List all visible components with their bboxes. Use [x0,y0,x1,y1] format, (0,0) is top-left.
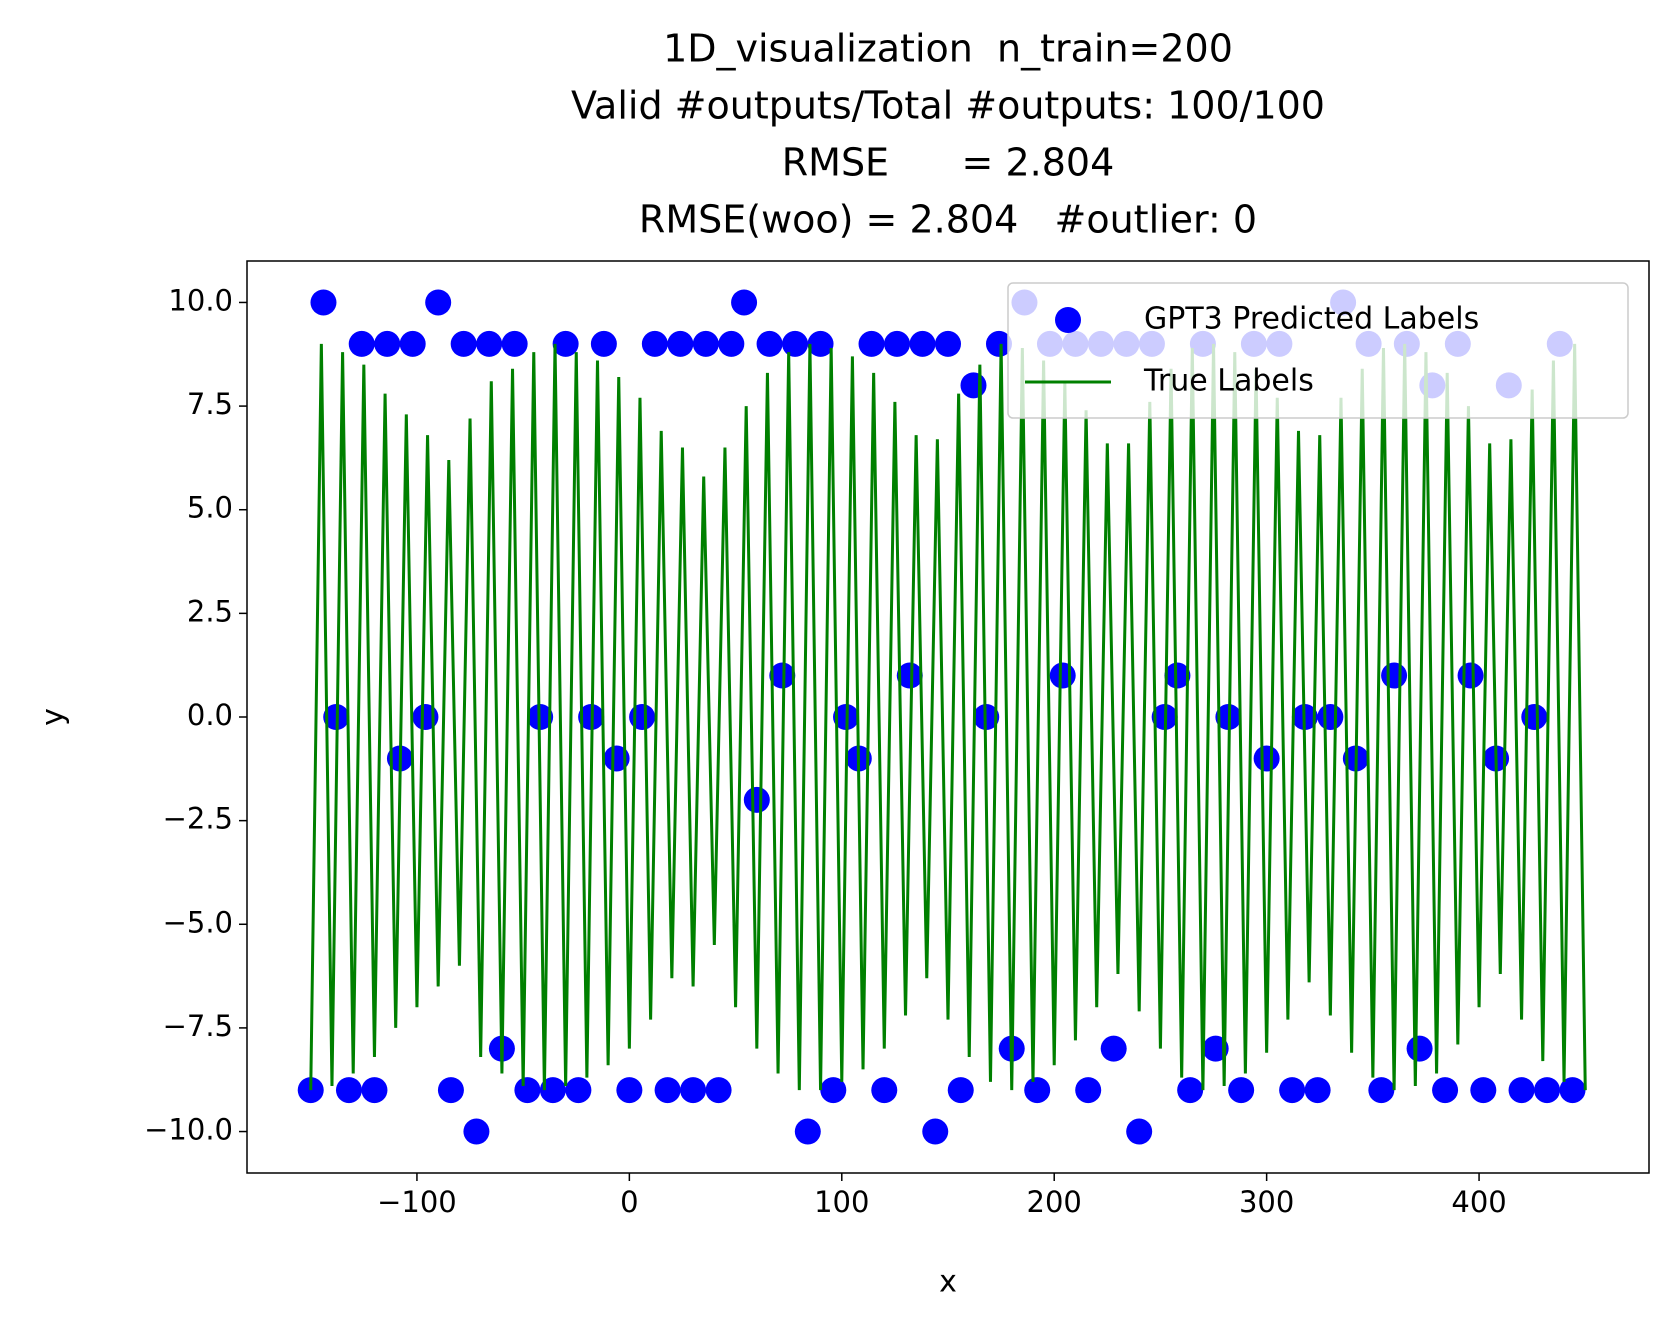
scatter-point [960,372,987,399]
x-tick-label: 400 [1451,1185,1506,1219]
scatter-point [1024,1077,1051,1104]
scatter-point [463,1118,490,1145]
scatter-point [399,330,426,357]
scatter-point [871,1077,898,1104]
y-tick-label: 2.5 [187,594,233,628]
scatter-point [1164,662,1191,689]
scatter-point [1534,1077,1561,1104]
scatter-point [616,1077,643,1104]
scatter-point [985,330,1012,357]
scatter-point [718,330,745,357]
scatter-point [1279,1077,1306,1104]
scatter-point [501,330,528,357]
scatter-point [603,745,630,772]
scatter-point [552,330,579,357]
scatter-point [590,330,617,357]
scatter-point [565,1077,592,1104]
scatter-point [1457,662,1484,689]
x-tick-label: 200 [1027,1185,1082,1219]
legend-symbol [1055,307,1081,333]
scatter-point [654,1077,681,1104]
scatter-point [820,1077,847,1104]
scatter-point [1100,1035,1127,1062]
y-tick-label: −2.5 [163,802,233,836]
scatter-point [858,330,885,357]
chart-subtitle: Valid #outputs/Total #outputs: 100/100 [571,84,1325,128]
scatter-point [756,330,783,357]
scatter-point [1432,1077,1459,1104]
y-axis-label: y [36,708,71,726]
scatter-point [1381,662,1408,689]
scatter-point [374,330,401,357]
legend: GPT3 Predicted Labels True Labels [1007,282,1629,419]
y-tick-label: −10.0 [144,1113,233,1147]
scatter-point [629,704,656,730]
scatter-point [922,1118,949,1145]
chart-title: 1D_visualization n_train=200 [663,27,1233,71]
y-tick-label: −7.5 [163,1009,233,1043]
scatter-point [310,289,337,316]
scatter-point [667,330,694,357]
scatter-point [514,1077,541,1104]
x-tick-label: 100 [814,1185,869,1219]
x-tick-label: 0 [620,1185,638,1219]
scatter-point [641,330,668,357]
scatter-point [1253,745,1280,772]
scatter-point [794,1118,821,1145]
scatter-point [884,330,911,357]
line-series [309,343,1587,1091]
scatter-point [947,1077,974,1104]
scatter-point [1508,1077,1535,1104]
scatter-point [297,1077,324,1104]
scatter-point [680,1077,707,1104]
x-tick-label: 300 [1239,1185,1294,1219]
scatter-point [1317,704,1344,730]
x-axis-label: x [939,1265,957,1300]
y-tick-label: −5.0 [163,905,233,939]
chart-subtitle: RMSE(woo) = 2.804 #outlier: 0 [639,198,1257,242]
scatter-point [896,662,923,689]
chart-subtitle: RMSE = 2.804 [782,141,1115,185]
scatter-point [1304,1077,1331,1104]
scatter-point [361,1077,388,1104]
scatter-point [1228,1077,1255,1104]
scatter-point [705,1077,732,1104]
scatter-point [1177,1077,1204,1104]
scatter-point [807,330,834,357]
scatter-point [1049,662,1076,689]
scatter-point [769,662,796,689]
scatter-point [935,330,961,357]
y-tick-label: 0.0 [187,698,233,732]
scatter-point [743,786,770,813]
y-tick-label: 7.5 [187,387,233,421]
legend-item: GPT3 Predicted Labels [1144,302,1479,337]
scatter-point [782,330,809,357]
scatter-point [1406,1035,1433,1062]
scatter-point [909,330,936,357]
x-tick-label: −100 [377,1185,457,1219]
scatter-point [335,1077,362,1104]
legend-box [1007,282,1629,419]
y-tick-label: 5.0 [187,491,233,525]
scatter-point [348,330,375,357]
legend-item: True Labels [1143,364,1314,399]
scatter-point [1075,1077,1102,1104]
scatter-point [1126,1118,1153,1145]
scatter-point [437,1077,464,1104]
y-tick-label: 10.0 [168,283,233,317]
scatter-point [1470,1077,1497,1104]
scatter-point [692,330,719,357]
scatter-point [539,1077,566,1104]
scatter-point [1368,1077,1395,1104]
scatter-point [450,330,477,357]
scatter-point [1559,1077,1586,1104]
scatter-point [425,289,452,316]
scatter-point [476,330,503,357]
plot-frame [246,260,1650,1174]
scatter-point [731,289,758,316]
